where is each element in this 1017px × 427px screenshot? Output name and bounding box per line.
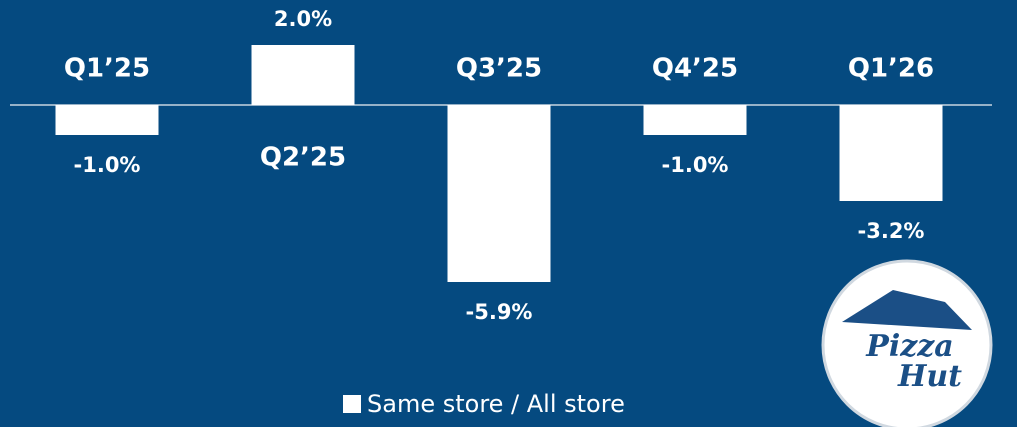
value-label: -3.2%	[858, 219, 925, 243]
category-label: Q2’25	[260, 143, 346, 173]
bar	[55, 105, 159, 135]
logo-badge	[821, 259, 993, 427]
value-label: -1.0%	[662, 153, 729, 177]
bar	[447, 105, 551, 282]
logo-text: Hut	[897, 359, 962, 394]
category-label: Q3’25	[456, 54, 542, 84]
legend-swatch	[343, 395, 361, 413]
bar	[643, 105, 747, 135]
category-label: Q1’26	[848, 54, 934, 84]
value-label: -1.0%	[74, 153, 141, 177]
logo-text: Pizza	[865, 329, 953, 364]
value-label: 2.0%	[274, 7, 332, 31]
bar	[251, 45, 355, 105]
value-label: -5.9%	[466, 300, 533, 324]
legend-label: Same store / All store	[367, 390, 625, 418]
category-label: Q1’25	[64, 54, 150, 84]
category-label: Q4’25	[652, 54, 738, 84]
logo: Pizza Hut	[821, 259, 993, 427]
logo-roof	[842, 290, 972, 330]
bar	[839, 105, 943, 201]
